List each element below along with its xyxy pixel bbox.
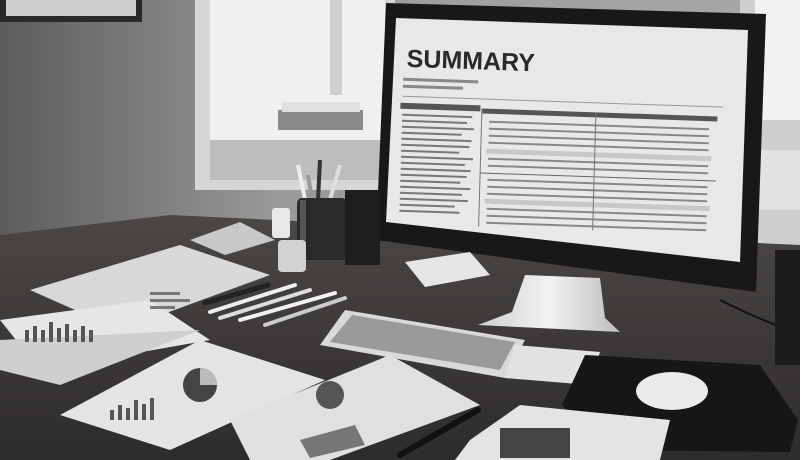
picture-frame-inner	[6, 0, 136, 16]
documents-left	[0, 245, 325, 450]
pencils	[202, 282, 347, 327]
window-left	[195, 0, 395, 190]
monitor-screen	[386, 18, 748, 262]
jar	[278, 240, 306, 272]
keyboard	[320, 310, 525, 378]
pen	[397, 407, 481, 458]
right-speaker	[775, 250, 800, 365]
notepad	[405, 252, 490, 287]
speaker	[345, 190, 380, 265]
mouse	[636, 372, 708, 410]
pen-holder	[296, 159, 347, 260]
books-on-sill	[278, 110, 363, 130]
documents-bottom	[230, 355, 670, 460]
monitor: SUMMARY	[376, 3, 766, 332]
screen-title: SUMMARY	[406, 45, 535, 77]
monitor-stand	[478, 275, 620, 332]
phone-stand	[190, 222, 275, 255]
small-bottle	[272, 208, 290, 238]
spreadsheet-content: SUMMARY	[399, 45, 723, 232]
